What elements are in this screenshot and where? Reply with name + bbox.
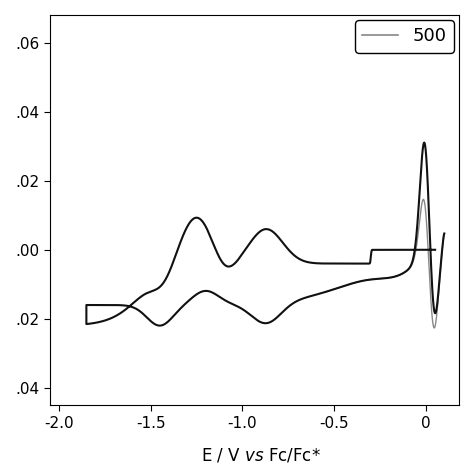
Text: E / V $\it{vs}$ Fc/Fc*: E / V $\it{vs}$ Fc/Fc*	[201, 446, 321, 464]
Legend: 500: 500	[355, 20, 454, 53]
